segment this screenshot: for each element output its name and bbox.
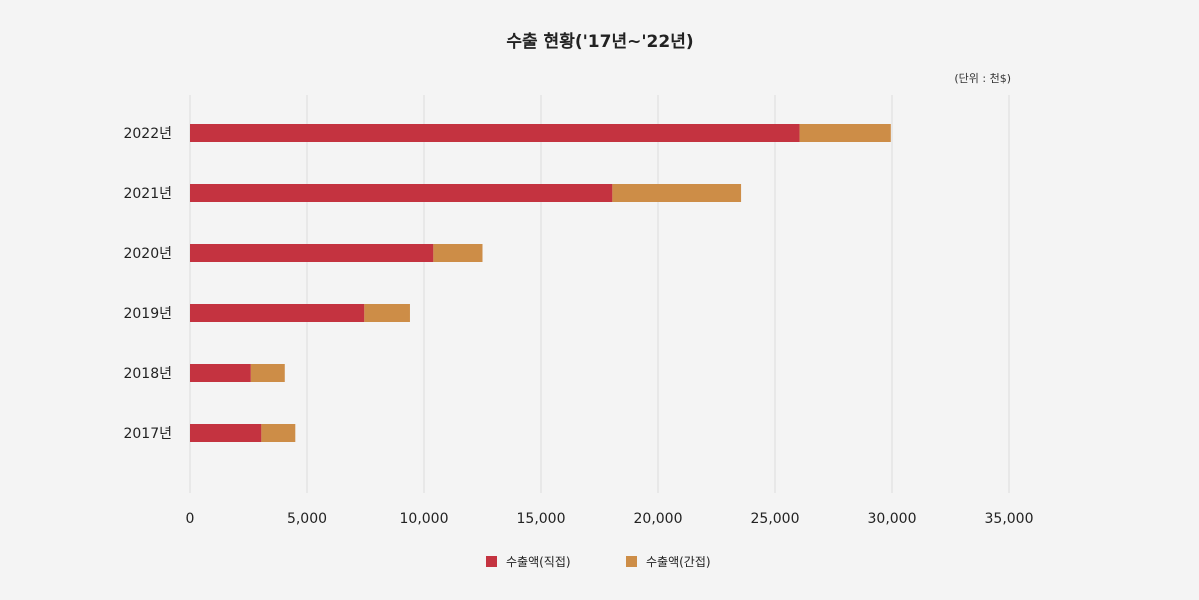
x-tick-label: 25,000	[751, 511, 800, 527]
x-axis-labels: 0 5,000 10,000 15,000 20,000 25,000 30,000 35,0…	[186, 511, 1034, 527]
y-category-label: 2022년	[123, 126, 172, 142]
x-tick-label: 30,000	[868, 511, 917, 527]
y-axis-labels: 2022년 2021년 2020년 2019년 2018년 2017년	[123, 126, 172, 442]
y-category-label: 2020년	[123, 246, 172, 262]
y-category-label: 2017년	[123, 426, 172, 442]
bar-direct	[190, 424, 262, 442]
x-tick-label: 35,000	[985, 511, 1034, 527]
bar-direct	[190, 364, 251, 382]
bar-indirect	[799, 124, 891, 142]
gridlines	[189, 95, 1010, 493]
bar-indirect	[364, 304, 410, 322]
unit-note: (단위 : 천$)	[954, 71, 1011, 85]
chart-title: 수출 현황('17년~'22년)	[506, 32, 693, 52]
x-tick-label: 15,000	[517, 511, 566, 527]
legend-label: 수출액(직접)	[506, 555, 571, 569]
legend-swatch	[486, 556, 497, 567]
y-category-label: 2019년	[123, 306, 172, 322]
bar-direct	[190, 124, 800, 142]
bars	[190, 124, 891, 442]
bar-direct	[190, 244, 434, 262]
bar-direct	[190, 184, 613, 202]
x-tick-label: 20,000	[634, 511, 683, 527]
legend: 수출액(직접) 수출액(간접)	[486, 555, 711, 569]
x-tick-label: 0	[186, 511, 195, 527]
bar-direct	[190, 304, 365, 322]
legend-label: 수출액(간접)	[646, 555, 711, 569]
y-category-label: 2018년	[123, 366, 172, 382]
bar-indirect	[261, 424, 296, 442]
bar-indirect	[433, 244, 483, 262]
x-tick-label: 5,000	[287, 511, 327, 527]
bar-indirect	[612, 184, 742, 202]
x-tick-label: 10,000	[400, 511, 449, 527]
bar-indirect	[250, 364, 285, 382]
y-category-label: 2021년	[123, 186, 172, 202]
legend-swatch	[626, 556, 637, 567]
